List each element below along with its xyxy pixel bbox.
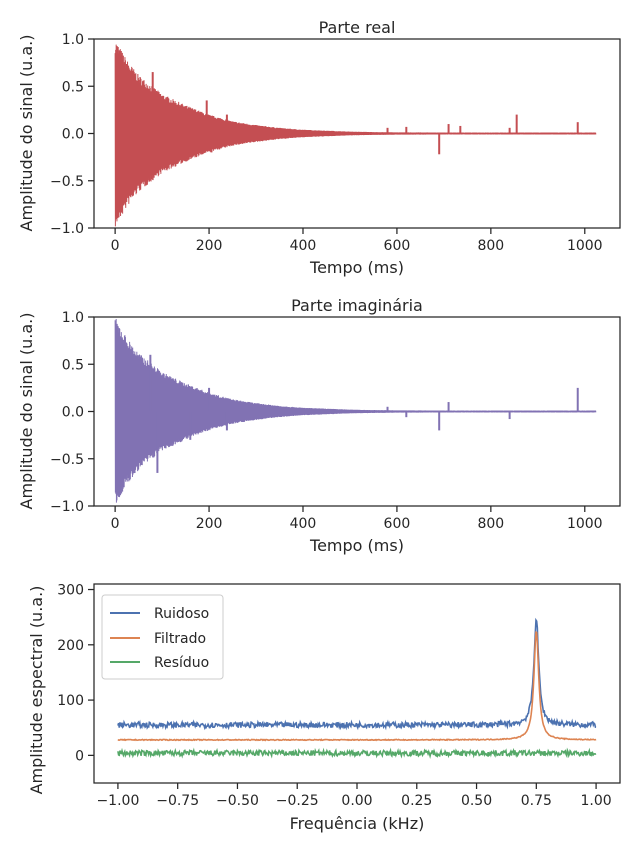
plot-area-imag — [114, 318, 597, 503]
panel-real: Parte real 0 200 400 600 800 1000 −1.0 −0.5 0.0… — [17, 18, 621, 277]
x-ticks-spectrum: −1.00 −0.75 −0.50 −0.25 0.00 0.25 0.50 0.75 1.00 — [96, 783, 612, 809]
x-tick-label: 600 — [384, 516, 411, 532]
x-axis-label-real: Tempo (ms) — [309, 258, 404, 277]
x-tick-label: 0.00 — [341, 793, 372, 809]
x-tick-label: 0.25 — [401, 793, 432, 809]
plot-area-spectrum — [117, 617, 597, 759]
x-tick-label: 400 — [290, 516, 317, 532]
y-ticks-spectrum: 0 100 200 300 — [57, 583, 94, 764]
x-tick-label: 0 — [111, 516, 120, 532]
y-tick-label: −1.0 — [50, 499, 84, 515]
y-tick-label: −0.5 — [50, 174, 84, 190]
x-ticks-real: 0 200 400 600 800 1000 — [111, 228, 603, 254]
y-axis-label-spectrum: Amplitude espectral (u.a.) — [27, 586, 46, 795]
x-tick-label: 1000 — [567, 238, 603, 254]
y-tick-label: 100 — [57, 693, 84, 709]
signal-trace — [114, 44, 597, 227]
series-filtrado-line — [117, 631, 597, 742]
chart-title-real: Parte real — [319, 18, 396, 37]
legend-label-ruidoso: Ruidoso — [154, 606, 209, 622]
y-tick-label: 0.5 — [62, 357, 84, 373]
y-tick-label: 200 — [57, 638, 84, 654]
x-tick-label: 200 — [196, 238, 223, 254]
series-ruidoso-line — [117, 617, 597, 731]
series-residuo-line — [117, 747, 597, 759]
panel-imag: Parte imaginária 0 200 400 600 800 1000 −1.0−… — [17, 296, 621, 555]
chart-title-imag: Parte imaginária — [291, 296, 423, 315]
y-axis-label-imag: Amplitude do sinal (u.a.) — [17, 313, 36, 510]
legend-label-filtrado: Filtrado — [154, 631, 206, 647]
y-tick-label: 0 — [75, 748, 84, 764]
x-tick-label: 800 — [477, 238, 504, 254]
x-tick-label: 800 — [477, 516, 504, 532]
x-tick-label: 400 — [290, 238, 317, 254]
x-axis-label-imag: Tempo (ms) — [309, 536, 404, 555]
y-tick-label: 300 — [57, 583, 84, 599]
x-axis-label-spectrum: Frequência (kHz) — [290, 814, 425, 833]
x-tick-label: −1.00 — [96, 793, 139, 809]
y-tick-label: −1.0 — [50, 221, 84, 237]
x-tick-label: 1000 — [567, 516, 603, 532]
x-tick-label: 1.00 — [581, 793, 612, 809]
x-tick-label: 0 — [111, 238, 120, 254]
x-tick-label: 0.50 — [461, 793, 492, 809]
x-tick-label: 200 — [196, 516, 223, 532]
y-ticks-real: −1.0 −0.5 0.0 0.5 1.0 — [50, 32, 94, 237]
y-tick-label: 0.0 — [62, 127, 84, 143]
x-tick-label: −0.25 — [276, 793, 319, 809]
y-tick-label: 1.0 — [62, 32, 84, 48]
y-tick-label: 0.0 — [62, 405, 84, 421]
y-ticks-imag: −1.0 −0.5 0.0 0.5 1.0 — [50, 310, 94, 515]
x-tick-label: −0.50 — [216, 793, 259, 809]
y-tick-label: 0.5 — [62, 79, 84, 95]
x-tick-label: 0.75 — [521, 793, 552, 809]
signal-trace — [114, 318, 597, 503]
plot-area-real — [114, 44, 597, 227]
x-tick-label: 600 — [384, 238, 411, 254]
y-tick-label: 1.0 — [62, 310, 84, 326]
y-tick-label: −0.5 — [50, 452, 84, 468]
y-axis-label-real: Amplitude do sinal (u.a.) — [17, 35, 36, 232]
x-ticks-imag: 0 200 400 600 800 1000 — [111, 506, 603, 532]
panel-spectrum: −1.00 −0.75 −0.50 −0.25 0.00 0.25 0.50 0.75 1.00… — [27, 583, 621, 833]
legend-label-residuo: Resíduo — [154, 655, 209, 671]
legend-box — [101, 594, 224, 680]
x-tick-label: −0.75 — [156, 793, 199, 809]
legend: Ruidoso Filtrado Resíduo — [101, 594, 224, 680]
